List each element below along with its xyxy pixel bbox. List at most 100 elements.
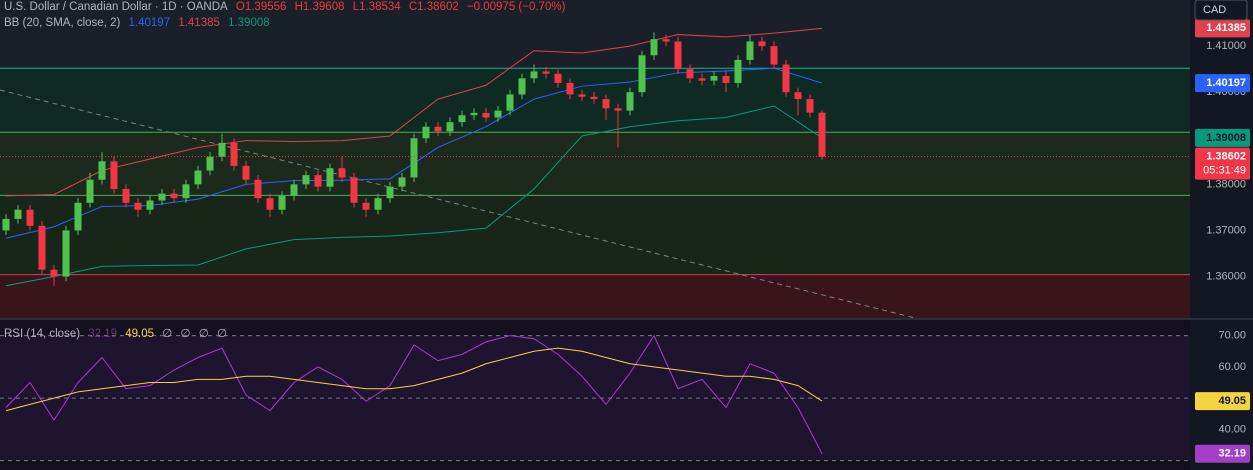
candle-body bbox=[446, 122, 454, 132]
axis-layer: 1.410001.400001.380001.370001.360001.413… bbox=[1194, 0, 1250, 463]
last-price-tag bbox=[1195, 147, 1250, 180]
candle-body bbox=[722, 76, 730, 83]
candle-body bbox=[638, 55, 646, 93]
candle-body bbox=[470, 112, 478, 116]
candle-body bbox=[590, 96, 598, 100]
candle-body bbox=[758, 41, 766, 47]
zone bbox=[0, 68, 1190, 133]
y-tick-label: 40.00 bbox=[1218, 423, 1246, 435]
countdown: 05:31:49 bbox=[1203, 165, 1246, 177]
candle-body bbox=[530, 71, 538, 79]
candle-body bbox=[686, 69, 694, 79]
axis-value-tag bbox=[1195, 19, 1250, 38]
bb-line bbox=[5, 105, 823, 287]
y-tick-label: 60.00 bbox=[1218, 361, 1246, 373]
candle-body bbox=[290, 184, 298, 196]
candle-body bbox=[662, 39, 670, 42]
candle-body bbox=[218, 142, 226, 157]
axis-value-tag bbox=[1195, 392, 1250, 411]
candle-body bbox=[482, 112, 490, 118]
candle-body bbox=[614, 108, 622, 111]
y-tick-label: 1.38000 bbox=[1206, 178, 1246, 190]
candle-body bbox=[122, 188, 130, 203]
candle-body bbox=[194, 170, 202, 185]
candle-body bbox=[434, 126, 442, 132]
bb-line bbox=[5, 27, 823, 197]
bb-basis: 1.40197 bbox=[128, 17, 171, 29]
candle-body bbox=[338, 168, 346, 178]
candle-body bbox=[770, 46, 778, 65]
candle-body bbox=[734, 59, 742, 83]
candle-body bbox=[74, 202, 82, 231]
close: C1.38602 bbox=[408, 1, 459, 13]
candle-body bbox=[398, 177, 406, 187]
price-header: U.S. Dollar / Canadian Dollar · 1D · OAN… bbox=[4, 1, 570, 13]
candle-body bbox=[566, 82, 574, 95]
axis-value-tag bbox=[1195, 74, 1250, 93]
low: L1.38534 bbox=[352, 1, 401, 13]
candle-body bbox=[698, 78, 706, 81]
candle-body bbox=[314, 175, 322, 187]
candle-body bbox=[230, 142, 238, 166]
candle-body bbox=[86, 179, 94, 203]
last-price-label: 1.38602 bbox=[1206, 151, 1246, 163]
candle-body bbox=[206, 156, 214, 171]
axis-value-tag bbox=[1195, 444, 1250, 463]
candle-body bbox=[158, 193, 166, 201]
candle-body bbox=[506, 94, 514, 111]
candle-body bbox=[266, 198, 274, 210]
candle-body bbox=[410, 138, 418, 178]
candle-body bbox=[278, 195, 286, 210]
candle-body bbox=[14, 209, 22, 219]
rsi-value: 32.19 bbox=[88, 328, 118, 340]
candle-body bbox=[626, 92, 634, 111]
zone bbox=[0, 132, 1190, 196]
candle-body bbox=[2, 218, 10, 231]
candle-body bbox=[710, 76, 718, 81]
candle-body bbox=[374, 198, 382, 210]
axis-value-label: 1.39008 bbox=[1206, 132, 1246, 144]
foreground-layer bbox=[0, 27, 1190, 455]
candle-body bbox=[674, 41, 682, 70]
bb-label: BB (20, SMA, close, 2) bbox=[4, 17, 121, 29]
background-layer bbox=[0, 67, 1190, 462]
candle-body bbox=[146, 200, 154, 210]
bb-lower: 1.39008 bbox=[228, 17, 270, 29]
candle-body bbox=[422, 126, 430, 139]
candle-body bbox=[26, 209, 34, 226]
candle-body bbox=[746, 41, 754, 60]
rsi-label: RSI (14, close) bbox=[4, 328, 81, 340]
zone bbox=[0, 274, 1190, 318]
na-value: ∅ bbox=[180, 328, 191, 340]
candle-body bbox=[62, 230, 70, 277]
candle-body bbox=[542, 71, 550, 74]
bb-header: BB (20, SMA, close, 2) 1.40197 1.41385 1… bbox=[4, 17, 275, 29]
candle-body bbox=[134, 202, 142, 210]
na-value: ∅ bbox=[162, 328, 173, 340]
change: −0.00975 (−0.70%) bbox=[466, 1, 566, 13]
axis-value-label: 32.19 bbox=[1218, 448, 1246, 460]
candle-body bbox=[50, 269, 58, 277]
rsi-line bbox=[5, 347, 823, 412]
axis-value-label: 1.40197 bbox=[1206, 77, 1246, 89]
candle-body bbox=[650, 39, 658, 56]
candle-body bbox=[806, 99, 814, 113]
axis-value-label: 49.05 bbox=[1218, 395, 1246, 407]
candle-body bbox=[782, 64, 790, 93]
candle-body bbox=[350, 177, 358, 203]
y-tick-label: 1.41000 bbox=[1206, 40, 1246, 52]
open: O1.39556 bbox=[235, 1, 287, 13]
candle-body bbox=[386, 186, 394, 199]
symbol: U.S. Dollar / Canadian Dollar · 1D · OAN… bbox=[4, 1, 228, 13]
y-tick-label: 1.37000 bbox=[1206, 224, 1246, 236]
candle-body bbox=[578, 94, 586, 97]
currency-box bbox=[1194, 0, 1248, 21]
bb-upper: 1.41385 bbox=[178, 17, 220, 29]
rsi-header: RSI (14, close) 32.19 49.05 ∅ ∅ ∅ ∅ bbox=[4, 326, 232, 340]
candle-body bbox=[182, 184, 190, 199]
axis-value-label: 1.41385 bbox=[1206, 22, 1246, 34]
candle-body bbox=[170, 193, 178, 199]
candle-body bbox=[494, 110, 502, 118]
